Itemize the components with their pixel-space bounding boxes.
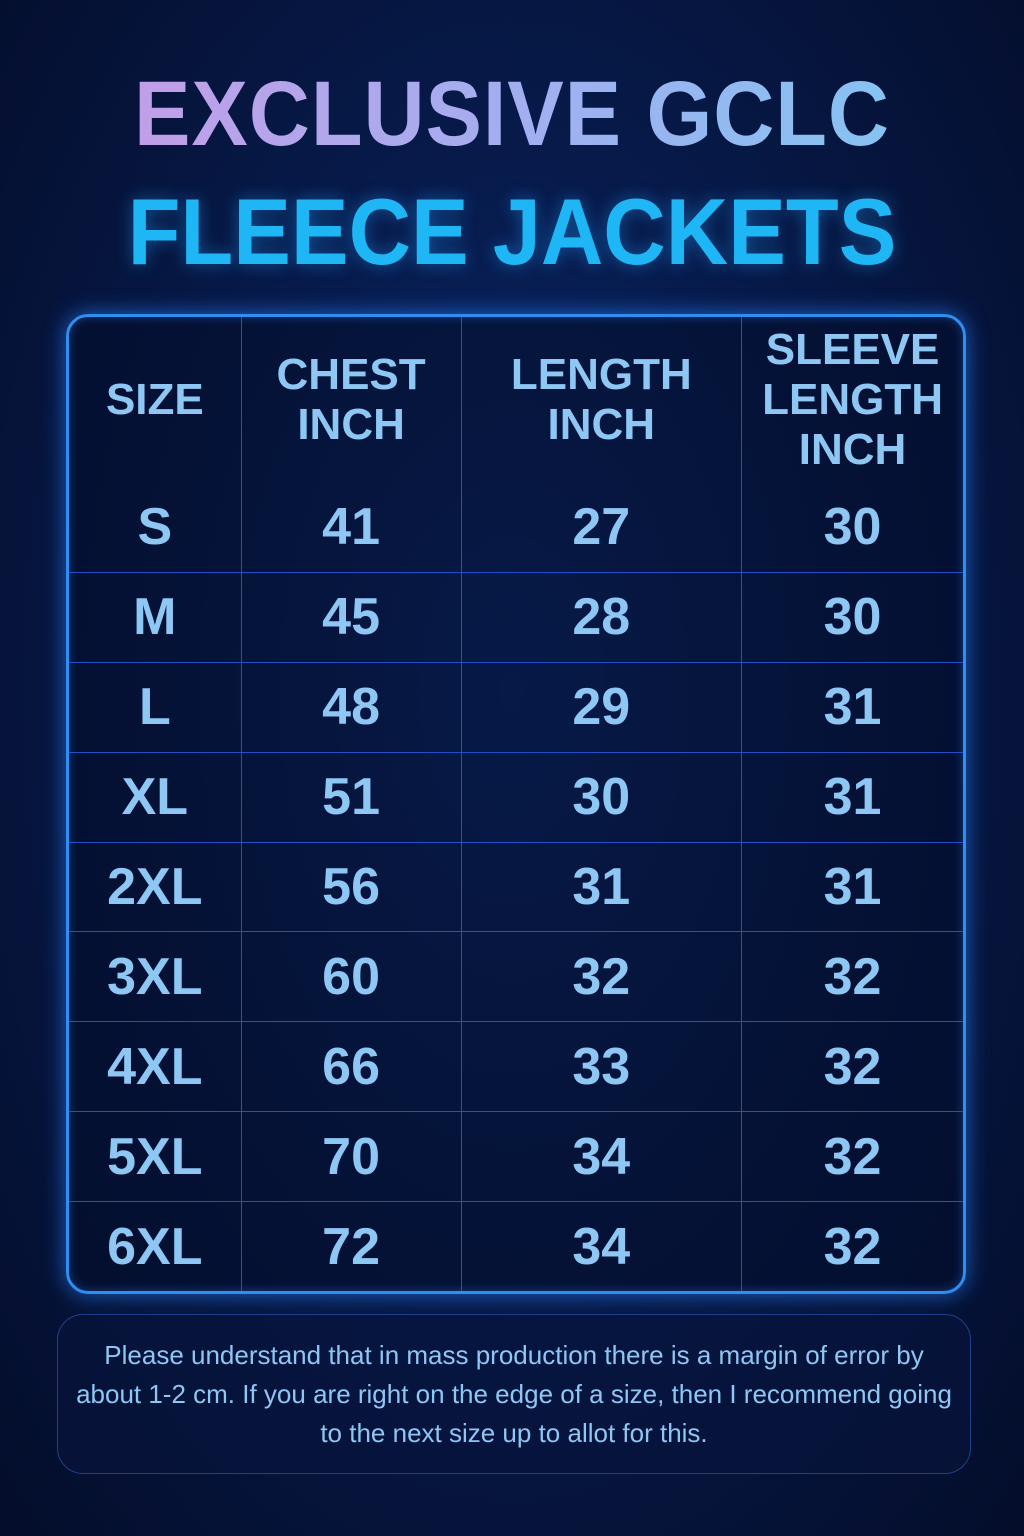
cell-chest: 72 [240,1201,462,1291]
cell-sleeve: 32 [741,1021,963,1113]
cell-sleeve: 31 [741,751,963,843]
table-row: S 41 27 30 [69,483,963,573]
cell-size: S [69,483,242,573]
size-chart-table: SIZE CHEST INCH LENGTH INCH SLEEVE LENGT… [66,314,966,1294]
cell-sleeve: 31 [741,661,963,753]
cell-length: 34 [460,1201,743,1291]
cell-size: 2XL [69,841,242,933]
cell-chest: 70 [240,1111,462,1203]
cell-length: 29 [460,661,743,753]
cell-size: 3XL [69,931,242,1023]
table-row: XL 51 30 31 [69,751,963,843]
table-row: 5XL 70 34 32 [69,1111,963,1203]
title-line-2: FLEECE JACKETS [127,179,897,284]
cell-length: 30 [460,751,743,843]
cell-chest: 51 [240,751,462,843]
cell-chest: 60 [240,931,462,1023]
cell-sleeve: 30 [741,483,963,573]
cell-chest: 66 [240,1021,462,1113]
cell-size: M [69,571,242,663]
cell-size: 6XL [69,1201,242,1291]
header-length: LENGTH INCH [460,317,743,483]
table-row: 6XL 72 34 32 [69,1201,963,1291]
table-row: 4XL 66 33 32 [69,1021,963,1113]
cell-length: 31 [460,841,743,933]
cell-length: 27 [460,483,743,573]
header-row: SIZE CHEST INCH LENGTH INCH SLEEVE LENGT… [69,317,963,483]
table-row: 2XL 56 31 31 [69,841,963,933]
cell-size: 4XL [69,1021,242,1113]
header-sleeve: SLEEVE LENGTH INCH [741,317,963,483]
cell-length: 33 [460,1021,743,1113]
sizing-note: Please understand that in mass productio… [57,1314,971,1474]
table-row: 3XL 60 32 32 [69,931,963,1023]
cell-sleeve: 31 [741,841,963,933]
cell-chest: 56 [240,841,462,933]
table-row: L 48 29 31 [69,661,963,753]
cell-chest: 45 [240,571,462,663]
header-chest: CHEST INCH [240,317,462,483]
cell-sleeve: 32 [741,931,963,1023]
title-line-1: EXCLUSIVE GCLC [41,62,983,167]
cell-sleeve: 32 [741,1111,963,1203]
table-row: M 45 28 30 [69,571,963,663]
cell-size: L [69,661,242,753]
cell-length: 32 [460,931,743,1023]
cell-length: 34 [460,1111,743,1203]
cell-chest: 48 [240,661,462,753]
note-text: Please understand that in mass productio… [76,1339,952,1448]
cell-size: XL [69,751,242,843]
cell-sleeve: 30 [741,571,963,663]
header-size: SIZE [69,317,242,483]
cell-sleeve: 32 [741,1201,963,1291]
cell-size: 5XL [69,1111,242,1203]
cell-length: 28 [460,571,743,663]
cell-chest: 41 [240,483,462,573]
